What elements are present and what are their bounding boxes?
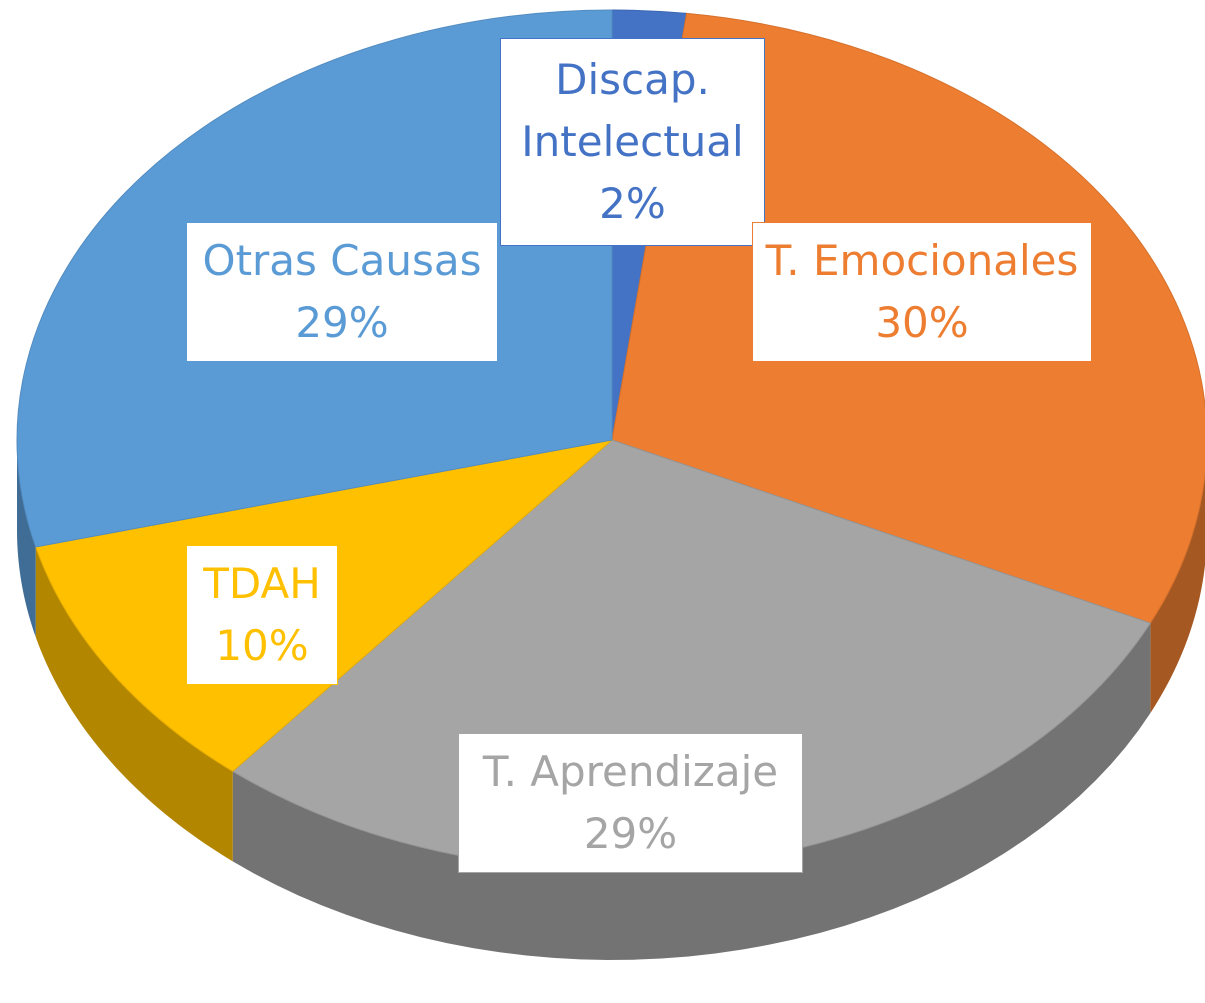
data-label: T. Aprendizaje 29% xyxy=(458,733,803,873)
pie-slice-side xyxy=(17,440,36,637)
category-label: T. Aprendizaje xyxy=(482,747,779,796)
value-label: 2% xyxy=(599,179,666,228)
value-label: 10% xyxy=(215,621,309,670)
pie-slice-side xyxy=(232,623,1151,960)
data-label: Otras Causas 29% xyxy=(186,222,498,362)
category-label: T. Emocionales xyxy=(765,236,1079,285)
data-label: TDAH 10% xyxy=(186,545,338,685)
data-label: Discap. Intelectual 2% xyxy=(500,38,765,246)
data-label: T. Emocionales 30% xyxy=(752,222,1092,362)
pie-slice-side xyxy=(35,546,233,862)
category-label: Otras Causas xyxy=(202,236,482,285)
category-label: Discap. Intelectual xyxy=(521,55,744,166)
pie-slice-side xyxy=(1150,475,1205,714)
value-label: 29% xyxy=(295,298,389,347)
category-label: TDAH xyxy=(203,559,321,608)
value-label: 30% xyxy=(875,298,969,347)
value-label: 29% xyxy=(583,809,678,858)
